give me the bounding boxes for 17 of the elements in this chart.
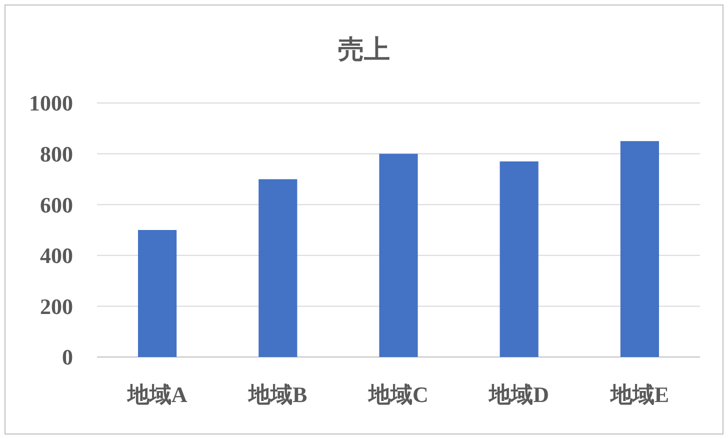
x-tick-label: 地域C <box>368 382 428 407</box>
chart-title: 売上 <box>338 35 390 65</box>
y-tick-label: 600 <box>40 192 73 218</box>
bar <box>620 141 659 357</box>
bar <box>500 161 538 357</box>
bar <box>138 230 177 357</box>
y-tick-label: 200 <box>40 294 73 319</box>
x-tick-label: 地域B <box>248 382 308 407</box>
bar <box>379 154 418 357</box>
y-tick-label: 800 <box>40 142 73 166</box>
y-tick-label: 400 <box>40 243 73 268</box>
x-tick-label: 地域D <box>488 382 550 407</box>
y-tick-label: 1000 <box>29 90 73 116</box>
y-tick-label: 0 <box>62 344 73 370</box>
x-tick-label: 地域E <box>609 382 670 407</box>
x-tick-label: 地域A <box>126 382 188 407</box>
bar <box>258 179 298 357</box>
